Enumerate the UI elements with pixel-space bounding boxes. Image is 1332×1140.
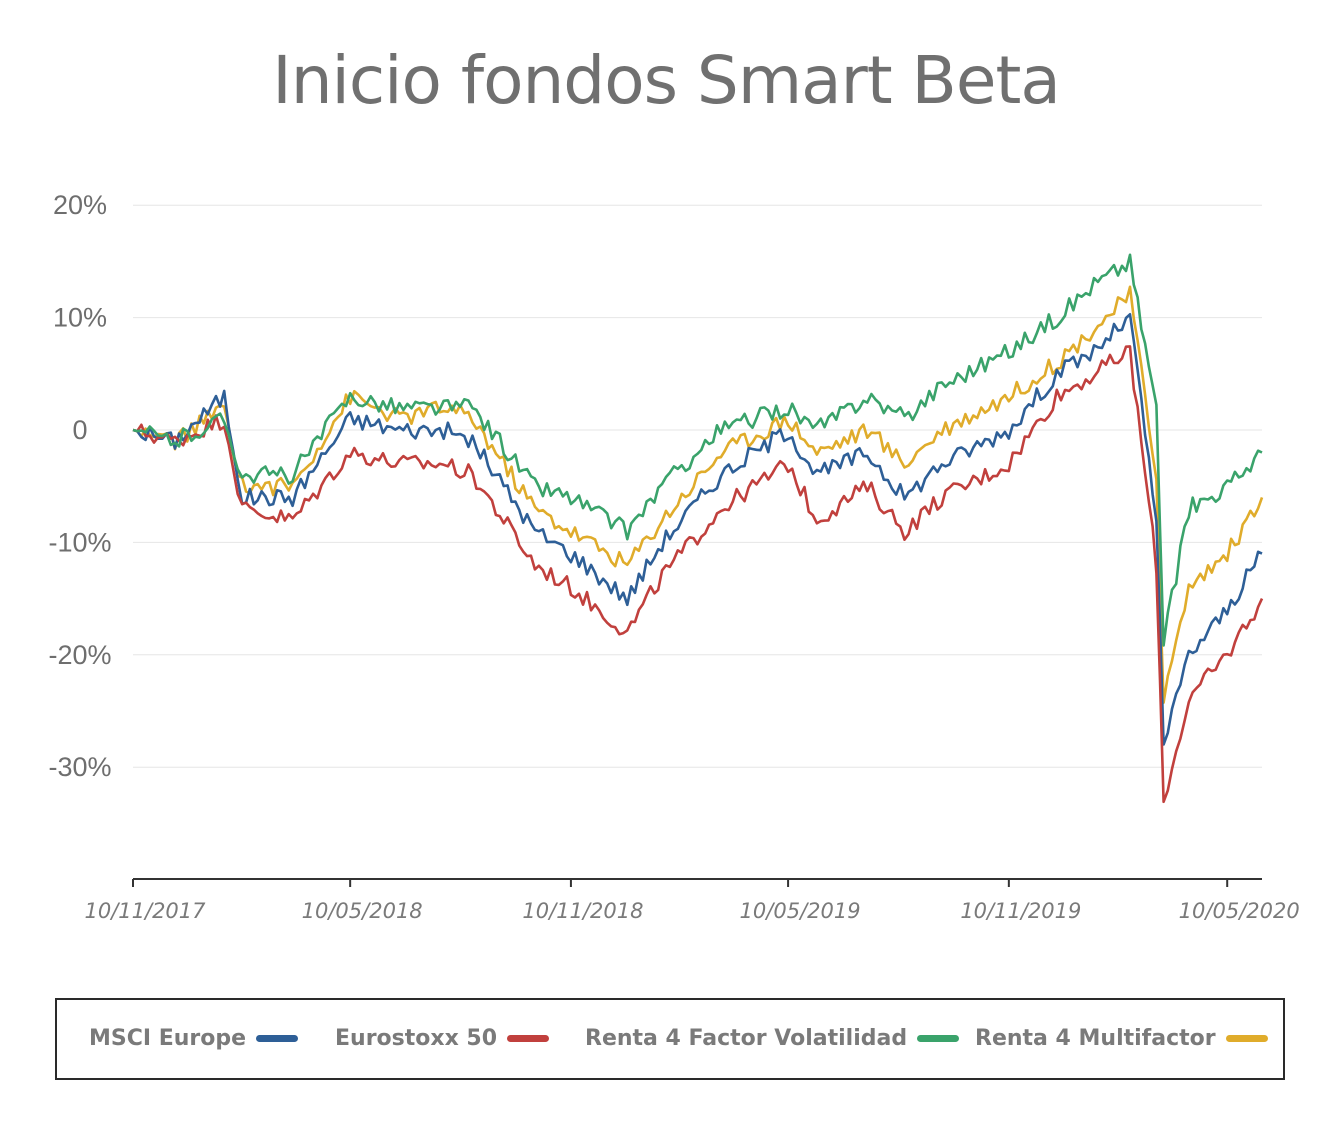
legend-label: MSCI Europe (89, 1026, 247, 1051)
legend-label: Eurostoxx 50 (335, 1026, 498, 1051)
legend-swatch (917, 1035, 960, 1042)
x-tick-label: 10/05/2018 (302, 899, 423, 923)
series-line-eurostoxx-50 (132, 345, 1264, 804)
y-tick-label: 0 (72, 415, 87, 445)
y-tick-label: -10% (48, 527, 111, 557)
x-axis: 10/11/2017 10/05/2018 10/11/2018 10/05/2019… (84, 878, 1300, 923)
legend-swatch (507, 1035, 550, 1042)
series-line-msci-europe (132, 313, 1263, 746)
legend-item-renta-4-factor-volatilidad: Renta 4 Factor Volatilidad (585, 1026, 960, 1051)
line-chart: 20% 10% 0 -10% -20% -30% 10/11/2017 10/05/2018… (48, 190, 1300, 923)
series-line-renta-4-multifactor (132, 285, 1264, 704)
x-tick-label: 10/05/2020 (1179, 899, 1300, 923)
y-axis-ticks: 20% 10% 0 -10% -20% -30% (48, 190, 111, 782)
legend-label: Renta 4 Factor Volatilidad (585, 1026, 908, 1051)
x-tick-label: 10/11/2018 (522, 899, 643, 923)
x-tick-label: 10/11/2019 (960, 899, 1081, 923)
y-tick-label: 10% (53, 303, 107, 333)
legend-swatch (256, 1035, 299, 1042)
chart-title: Inicio fondos Smart Beta (272, 42, 1061, 119)
legend-swatch (1225, 1035, 1268, 1042)
series-line-renta-4-factor-volatilidad (132, 253, 1263, 647)
legend-item-msci-europe: MSCI Europe (89, 1026, 299, 1051)
y-tick-label: -30% (48, 752, 111, 782)
y-tick-label: -20% (48, 640, 111, 670)
legend-label: Renta 4 Multifactor (975, 1026, 1216, 1051)
legend-item-renta-4-multifactor: Renta 4 Multifactor (975, 1026, 1268, 1051)
legend: MSCI Europe Eurostoxx 50 Renta 4 Factor … (55, 998, 1285, 1080)
x-tick-label: 10/05/2019 (740, 899, 861, 923)
x-tick-label: 10/11/2017 (84, 899, 206, 923)
series-lines (132, 253, 1264, 804)
gridlines (133, 204, 1262, 768)
y-tick-label: 20% (53, 190, 107, 220)
legend-item-eurostoxx-50: Eurostoxx 50 (335, 1026, 550, 1051)
